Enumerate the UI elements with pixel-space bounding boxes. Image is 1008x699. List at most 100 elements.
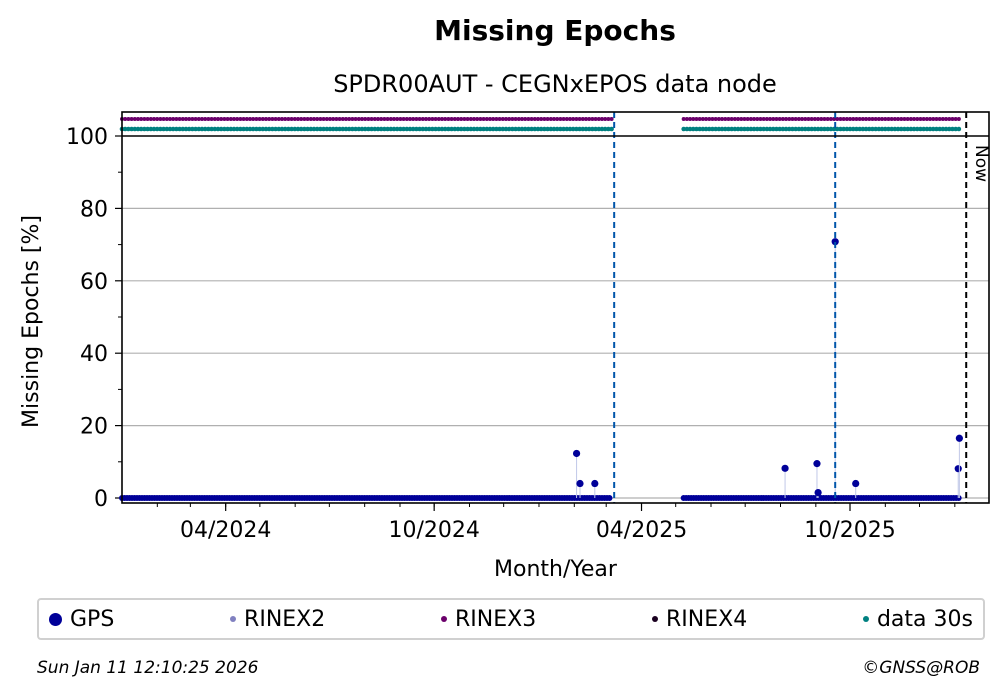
rinex3-point (222, 117, 227, 121)
rinex3-point (190, 117, 195, 121)
data30s-point (375, 126, 381, 132)
data30s-point (882, 126, 888, 132)
data30s-point (478, 126, 483, 132)
rinex3-point (953, 117, 958, 121)
rinex3-point (555, 117, 560, 121)
data30s-point (260, 126, 266, 132)
rinex3-point (372, 117, 377, 121)
rinex3-point (723, 117, 728, 121)
rinex3-point (771, 117, 776, 121)
rinex3-point (596, 117, 601, 121)
data30s-point (710, 126, 715, 132)
data30s-point (609, 126, 614, 132)
data30s-point (764, 126, 770, 132)
rinex3-point (593, 117, 598, 121)
data30s-point (793, 126, 798, 132)
chart-subtitle: SPDR00AUT - CEGNxEPOS data node (333, 70, 777, 98)
y-axis-label: Missing Epochs [%] (19, 215, 44, 428)
data30s-point (193, 126, 198, 132)
rinex3-point (289, 117, 294, 121)
rinex3-point (324, 117, 329, 121)
rinex3-point (857, 117, 862, 121)
data30s-point (818, 126, 824, 132)
rinex3-point (395, 117, 400, 121)
data30s-point (580, 126, 586, 132)
rinex3-point (908, 117, 913, 121)
legend-marker-gps (49, 612, 62, 626)
data30s-point (318, 126, 323, 132)
data30s-point (199, 126, 205, 132)
data30s-point (270, 126, 275, 132)
rinex3-point (819, 117, 824, 121)
data30s-point (372, 126, 378, 132)
data30s-point (158, 126, 163, 132)
data30s-point (847, 126, 853, 132)
rinex3-point (726, 117, 731, 121)
rinex3-point (129, 117, 134, 121)
data30s-point (780, 126, 786, 132)
data30s-point (385, 126, 390, 132)
rinex3-point (344, 117, 348, 121)
data30s-point (490, 126, 496, 132)
rinex3-point (123, 117, 128, 121)
legend-label-rinex3: RINEX3 (455, 606, 537, 632)
rinex3-point (739, 117, 744, 121)
data30s-point (218, 126, 224, 132)
data30s-point (758, 126, 763, 132)
rinex3-point (449, 117, 454, 121)
rinex3-point (382, 117, 387, 121)
data30s-point (180, 126, 186, 132)
rinex3-point (139, 117, 144, 121)
data30s-point (132, 126, 138, 132)
y-tick-label: 20 (80, 415, 108, 440)
data30s-point (410, 126, 416, 132)
gps-outlier-point (572, 449, 581, 458)
legend-item-rinex2: RINEX2 (230, 607, 325, 632)
rinex3-point (478, 117, 483, 121)
rinex3-point (417, 117, 422, 121)
rinex3-point (768, 117, 773, 121)
data30s-point (439, 126, 445, 132)
rinex3-point (152, 117, 156, 121)
rinex3-point (273, 117, 278, 121)
data30s-point (247, 126, 253, 132)
data30s-point (458, 126, 464, 132)
data30s-point (822, 126, 827, 132)
rinex3-point (440, 117, 444, 121)
rinex3-point (889, 117, 894, 121)
data30s-point (596, 126, 602, 132)
data30s-point (330, 126, 336, 132)
data30s-point (726, 126, 731, 132)
data30s-point (129, 126, 134, 132)
data30s-point (538, 126, 544, 132)
rinex3-point (532, 117, 537, 121)
data30s-point (866, 126, 872, 132)
data30s-point (732, 126, 738, 132)
data30s-point (850, 126, 856, 132)
rinex3-point (184, 117, 188, 121)
x-tick-label: 04/2024 (180, 518, 271, 543)
gps-outlier-point (814, 488, 822, 497)
x-tick-label: 10/2024 (388, 518, 479, 543)
rinex3-point (315, 117, 320, 121)
data30s-point (806, 126, 811, 132)
rinex3-point (700, 117, 705, 121)
gps-outlier-point (813, 460, 821, 468)
data30s-point (257, 126, 262, 132)
data30s-point (471, 126, 477, 132)
rinex3-point (590, 117, 595, 121)
data30s-point (394, 126, 400, 132)
rinex3-point (873, 117, 878, 121)
rinex3-point (168, 117, 172, 121)
data30s-point (350, 126, 355, 132)
data30s-point (713, 126, 718, 132)
rinex3-point (148, 117, 153, 121)
data30s-point (142, 126, 147, 132)
rinex3-point (427, 117, 432, 121)
data30s-point (950, 126, 955, 132)
data30s-point (735, 126, 741, 132)
legend-marker-rinex4 (651, 616, 658, 622)
data30s-point (401, 126, 406, 132)
rinex3-point (822, 117, 827, 121)
data30s-point (870, 126, 875, 132)
